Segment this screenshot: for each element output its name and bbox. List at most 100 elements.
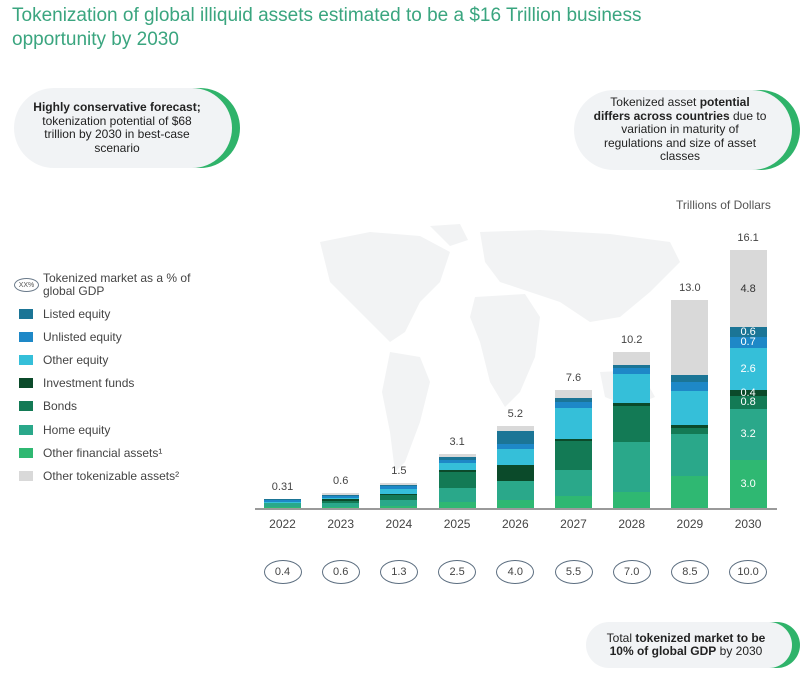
- bar-segment: [671, 300, 709, 376]
- x-tick-label: 2027: [560, 517, 587, 531]
- stacked-bar-2027: [555, 389, 592, 508]
- bar-segment: [438, 453, 476, 457]
- legend-label: Listed equity: [43, 306, 111, 321]
- callout-conservative-forecast: Highly conservative forecast; tokenizati…: [14, 88, 232, 168]
- bar-segment: [496, 448, 534, 465]
- bar-segment: [496, 500, 534, 508]
- legend-label: Other financial assets¹: [43, 445, 163, 460]
- bar-segment: [496, 464, 534, 481]
- bar-segment: [555, 496, 592, 508]
- bar-total-label: 0.31: [271, 480, 294, 493]
- x-tick-label: 2028: [618, 517, 646, 531]
- callout-bottom-bold: tokenized market to be 10% of global GDP: [609, 630, 766, 658]
- bar-segment: [613, 492, 651, 508]
- bar-segment: [671, 391, 709, 425]
- legend-swatch-icon: [19, 424, 33, 435]
- legend-item: Other equity: [14, 348, 193, 371]
- bar-segment: 0.4: [729, 387, 767, 399]
- legend-gdp-label: Tokenized market as a % of global GDP: [43, 271, 191, 298]
- stacked-bar-2026: [496, 426, 534, 508]
- chart-title: Tokenization of global illiquid assets e…: [12, 5, 642, 50]
- bar-segment: [380, 500, 418, 506]
- legend-item: Investment funds: [14, 372, 193, 395]
- bar-segment: [671, 434, 709, 476]
- bar-segment: [671, 476, 709, 508]
- bar-segment: [555, 398, 592, 402]
- bar-segment: [438, 460, 476, 464]
- legend-swatch-icon: [19, 354, 33, 365]
- x-axis-line: [255, 508, 777, 510]
- legend-swatch-icon: [19, 308, 33, 319]
- callout-gdp-total: Total tokenized market to be 10% of glob…: [586, 622, 792, 668]
- bar-segment: [555, 439, 592, 441]
- gdp-percent-oval: 1.3: [379, 560, 418, 584]
- x-tick-label: 2022: [269, 517, 296, 531]
- bar-segment: [496, 480, 534, 500]
- x-tick-label: 2024: [385, 517, 413, 531]
- legend-label: Bonds: [43, 399, 78, 414]
- stacked-bar-2024: [380, 483, 418, 508]
- bar-segment: 3.2: [729, 408, 767, 460]
- bar-segment: [264, 500, 301, 502]
- bar-segment: [380, 505, 418, 508]
- bar-segment: [555, 389, 592, 399]
- gdp-percent-oval: 2.5: [438, 560, 477, 584]
- bar-total-label: 13.0: [679, 282, 701, 294]
- bar-segment: [438, 456, 476, 461]
- callout-left-bold: Highly conservative forecast;: [33, 100, 201, 114]
- world-map-background: [320, 224, 680, 472]
- gdp-percent-oval: 4.0: [496, 560, 535, 584]
- bar-segment: 0.6: [729, 326, 767, 338]
- callout-country-potential: Tokenized asset potential differs across…: [574, 90, 792, 170]
- x-tick-label: 2025: [443, 517, 471, 531]
- legend-label: Other tokenizable assets²: [43, 468, 180, 483]
- bar-segment: [380, 483, 418, 485]
- bar-segment: [671, 381, 709, 392]
- bar-segment: [264, 503, 301, 507]
- callout-right-post: due to variation in maturity of regulati…: [603, 108, 767, 164]
- bar-segment: 0.7: [729, 336, 767, 348]
- units-label: Trillions of Dollars: [676, 198, 771, 212]
- callout-bottom-pre: Total: [606, 630, 636, 645]
- bar-segment: [380, 495, 418, 501]
- bar-segment: [613, 374, 651, 404]
- x-tick-label: 2030: [734, 517, 762, 531]
- legend-swatch-icon: [19, 378, 33, 389]
- bar-segment: [264, 501, 301, 504]
- bar-total-label: 1.5: [391, 465, 407, 478]
- bar-total-label: 0.6: [333, 475, 349, 488]
- stacked-bar-2025: [438, 453, 476, 508]
- bar-segment: [613, 403, 651, 406]
- stacked-bar-2029: [671, 300, 709, 508]
- bar-segment: [438, 470, 476, 473]
- x-tick-label: 2023: [327, 517, 355, 531]
- bar-segment: [322, 493, 360, 495]
- gdp-percent-oval: 0.6: [321, 560, 360, 584]
- bar-segment: [613, 352, 651, 365]
- bar-total-label: 16.1: [737, 232, 759, 245]
- gdp-percent-oval: 10.0: [729, 560, 768, 584]
- x-tick-label: 2029: [676, 517, 704, 531]
- legend-label: Unlisted equity: [43, 329, 122, 344]
- legend-item: Listed equity: [14, 302, 193, 325]
- legend-swatch-icon: [19, 470, 33, 481]
- bar-segment: [438, 488, 476, 503]
- legend-item: Unlisted equity: [14, 325, 193, 348]
- callout-bottom-post: by 2030: [716, 644, 763, 658]
- bar-segment: [264, 506, 301, 508]
- legend-item: Bonds: [14, 395, 193, 418]
- bar-segment: [613, 442, 651, 492]
- gdp-oval-icon: XX%: [14, 278, 39, 292]
- bar-segment: [380, 493, 418, 496]
- bar-segment: [438, 502, 476, 508]
- bar-segment: [613, 405, 651, 443]
- bar-segment: [555, 440, 592, 470]
- bar-segment: [613, 364, 651, 369]
- bar-segment: [322, 502, 360, 507]
- bar-segment: [671, 375, 709, 382]
- legend-item: Other financial assets¹: [14, 441, 193, 464]
- bar-segment: [555, 401, 592, 409]
- gdp-percent-oval: 7.0: [612, 560, 651, 584]
- gdp-percent-oval: 5.5: [554, 560, 593, 584]
- callout-right-bold: potential differs across countries: [593, 95, 750, 123]
